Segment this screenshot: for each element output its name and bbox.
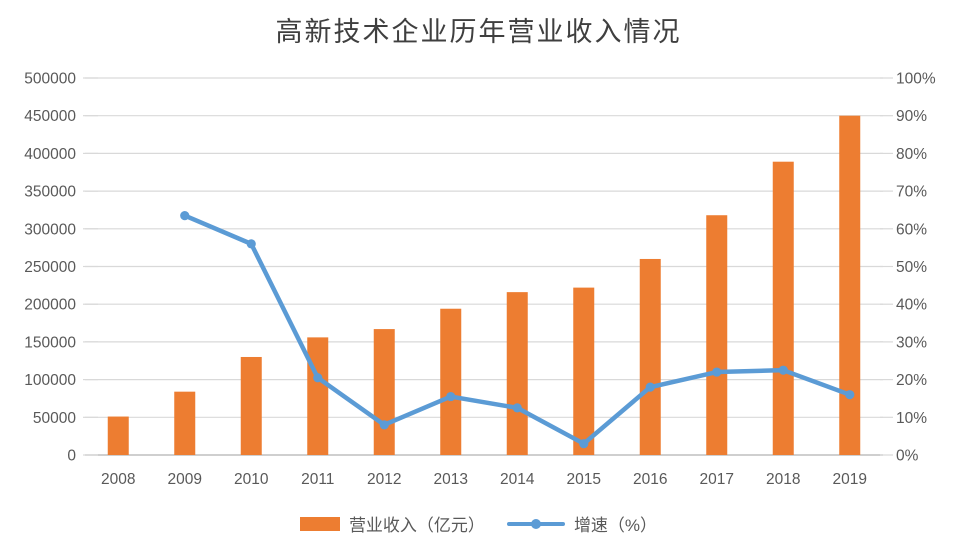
bar-2010 xyxy=(240,356,262,455)
legend-line-marker-icon xyxy=(530,518,541,529)
y-axis-right-label-3: 30% xyxy=(896,334,927,351)
y-axis-left-label-1: 50000 xyxy=(33,410,76,427)
y-axis-right-label-1: 10% xyxy=(896,410,927,427)
y-axis-right-label-7: 70% xyxy=(896,184,927,201)
x-axis-label-2008: 2008 xyxy=(101,471,135,488)
legend-line-swatch-icon xyxy=(506,518,565,529)
bar-2016 xyxy=(639,258,661,455)
growth-marker-2011 xyxy=(313,373,323,383)
growth-marker-2009 xyxy=(180,211,190,221)
x-axis-label-2009: 2009 xyxy=(168,471,202,488)
y-axis-right-label-9: 90% xyxy=(896,108,927,125)
growth-marker-2013 xyxy=(446,391,456,402)
y-axis-right-label-4: 40% xyxy=(896,297,927,314)
legend: 营业收入（亿元） 增速（%） xyxy=(0,511,957,536)
x-axis-label-2013: 2013 xyxy=(434,471,468,488)
growth-marker-2018 xyxy=(778,365,788,375)
bar-2008 xyxy=(107,416,129,455)
bar-2019 xyxy=(839,115,861,455)
growth-marker-2017 xyxy=(712,367,722,377)
y-axis-right-label-10: 100% xyxy=(896,71,936,88)
y-axis-right-label-8: 80% xyxy=(896,146,927,163)
y-axis-left-label-9: 450000 xyxy=(24,108,76,125)
chart-title: 高新技术企业历年营业收入情况 xyxy=(275,17,682,47)
x-axis-label-2012: 2012 xyxy=(367,471,401,488)
growth-marker-2010 xyxy=(246,239,256,249)
growth-marker-2014 xyxy=(512,403,522,413)
y-axis-left-label-6: 300000 xyxy=(24,221,76,238)
bar-2011 xyxy=(307,337,329,455)
bar-2009 xyxy=(174,391,196,455)
x-axis-label-2015: 2015 xyxy=(567,471,601,488)
y-axis-right-label-0: 0% xyxy=(896,448,919,465)
y-axis-left-label-10: 500000 xyxy=(24,71,76,88)
legend-bar-label: 营业收入（亿元） xyxy=(348,516,485,535)
bar-2014 xyxy=(506,292,528,455)
y-axis-left-label-8: 400000 xyxy=(24,146,76,163)
y-axis-left-label-5: 250000 xyxy=(24,259,76,276)
y-axis-right-label-5: 50% xyxy=(896,259,927,276)
y-axis-left-label-2: 100000 xyxy=(24,372,76,389)
x-axis-label-2014: 2014 xyxy=(500,471,535,488)
y-axis-left-label-3: 150000 xyxy=(24,334,76,351)
x-axis-label-2017: 2017 xyxy=(700,471,734,488)
y-axis-left-label-7: 350000 xyxy=(24,184,76,201)
legend-bar-swatch-icon xyxy=(299,516,340,531)
legend-line-label: 增速（%） xyxy=(573,516,658,535)
growth-marker-2016 xyxy=(645,382,655,392)
growth-marker-2019 xyxy=(845,390,855,400)
bar-2013 xyxy=(440,308,462,455)
x-axis-label-2011: 2011 xyxy=(301,471,334,488)
y-axis-left-label-0: 0 xyxy=(67,448,76,465)
bar-2017 xyxy=(706,215,728,455)
x-axis-label-2010: 2010 xyxy=(234,471,269,488)
x-axis-label-2016: 2016 xyxy=(633,471,667,488)
x-axis-label-2018: 2018 xyxy=(766,471,800,488)
x-axis-label-2019: 2019 xyxy=(833,471,867,488)
bar-2015 xyxy=(573,287,595,455)
growth-marker-2015 xyxy=(579,439,589,449)
growth-marker-2012 xyxy=(379,420,389,430)
y-axis-right-label-6: 60% xyxy=(896,221,927,238)
bar-2018 xyxy=(772,161,794,455)
y-axis-left-label-4: 200000 xyxy=(24,297,76,314)
y-axis-right-label-2: 20% xyxy=(896,372,927,389)
bar-2012 xyxy=(373,329,395,455)
